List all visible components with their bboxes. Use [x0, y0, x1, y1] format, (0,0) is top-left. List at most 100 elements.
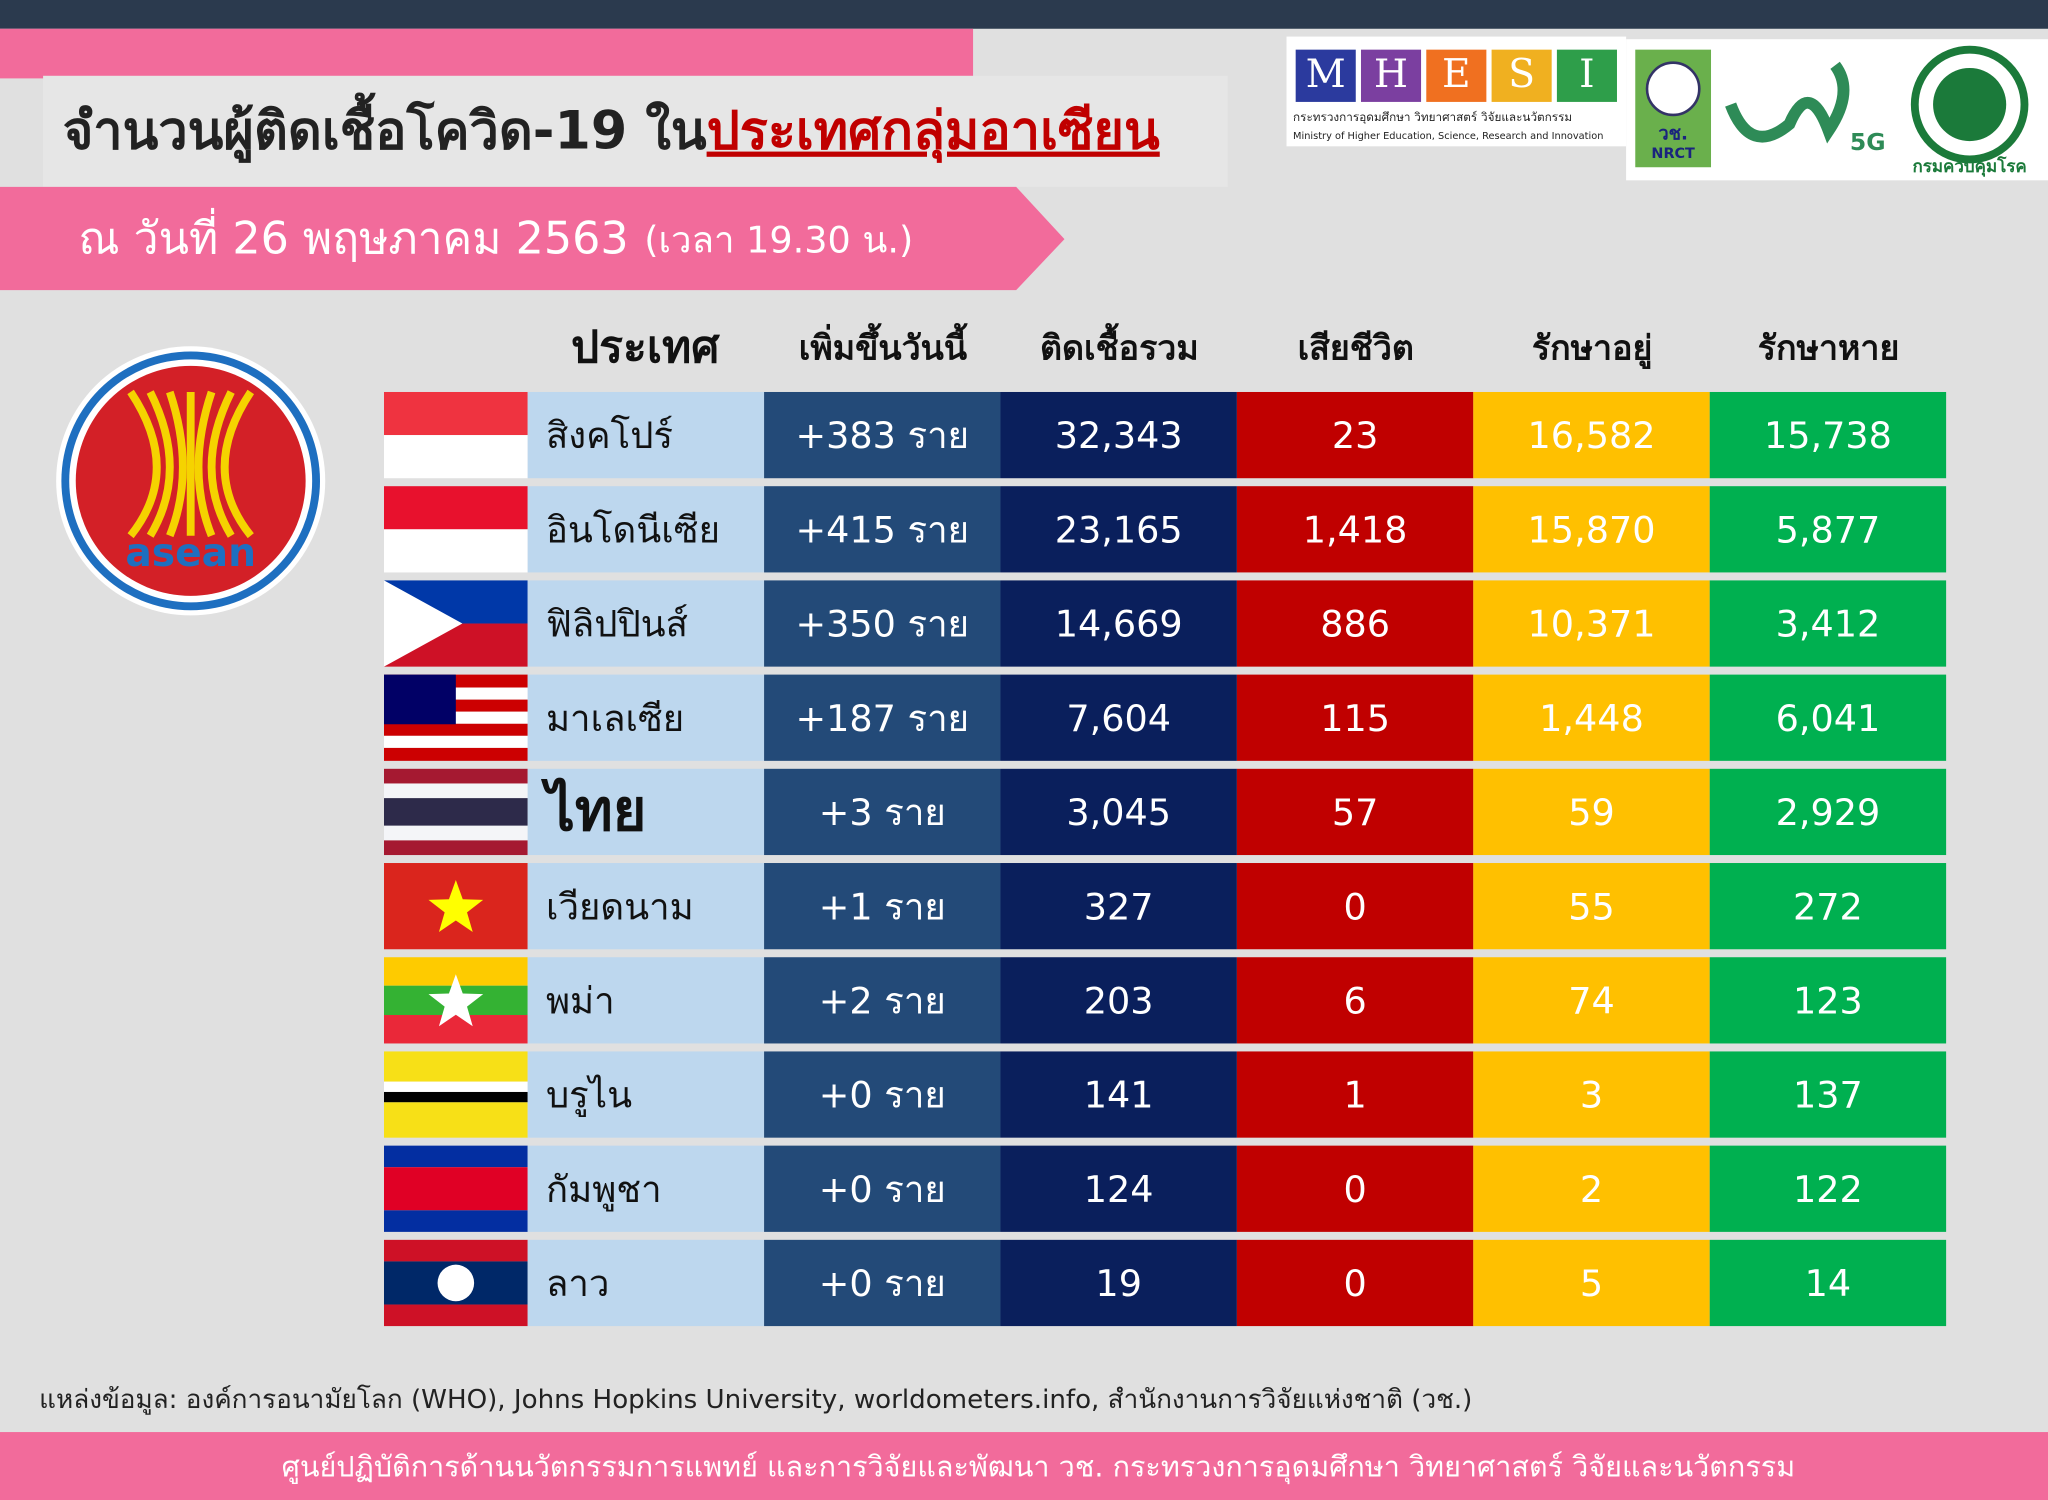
- mhesi-letter: E: [1442, 52, 1471, 97]
- cell: [1000, 580, 1237, 667]
- cell: [764, 391, 1001, 479]
- cell: [1709, 863, 1947, 950]
- cell-value: 3: [1580, 1074, 1603, 1117]
- cell: [1236, 674, 1474, 761]
- column-header: เพิ่มขึ้นวันนี้: [799, 323, 968, 369]
- footer-band: [0, 1432, 2048, 1500]
- cell: [1000, 391, 1237, 479]
- cell-value: 1: [1343, 1074, 1366, 1117]
- flag-stripe: [384, 783, 528, 799]
- cell: [1709, 768, 1947, 856]
- cell-value: 32,343: [1055, 414, 1183, 457]
- cell: [527, 674, 765, 761]
- cell-value: +0 ราย: [819, 1074, 946, 1117]
- mhesi-tile: [1491, 49, 1552, 102]
- cell-value: 115: [1320, 697, 1390, 740]
- flag-stripe: [384, 1015, 528, 1044]
- cell-value: 5: [1580, 1262, 1603, 1305]
- flag-stripe: [384, 723, 528, 736]
- cell: [764, 674, 1001, 761]
- table: ประเทศ เพิ่มขึ้นวันนี้ ติดเชื้อรวม เสียชีวิ…: [384, 322, 1947, 1327]
- cell-value: 1,418: [1303, 508, 1408, 551]
- ddc-emblem-inner: [1933, 67, 2007, 142]
- cell: [1000, 1145, 1237, 1232]
- cell: [527, 768, 765, 856]
- cell-value: +350 ราย: [795, 603, 969, 646]
- cell-value: 203: [1084, 979, 1154, 1022]
- cell: [1236, 391, 1474, 479]
- cell-value: 0: [1343, 885, 1366, 928]
- mhesi-en: Ministry of Higher Education, Science, R…: [1293, 131, 1603, 142]
- column-header: เสียชีวิต: [1298, 329, 1414, 369]
- cell-value: 137: [1793, 1074, 1863, 1117]
- cell: [764, 957, 1001, 1044]
- flag-stripe: [384, 1102, 528, 1138]
- cell: [527, 1145, 765, 1232]
- country-name: พม่า: [546, 979, 615, 1022]
- mhesi-letter: M: [1306, 52, 1346, 97]
- cell: [527, 863, 765, 950]
- cell: [1473, 1051, 1710, 1138]
- cell-value: +383 ราย: [795, 414, 969, 457]
- cell-value: +3 ราย: [819, 791, 946, 834]
- column-header: รักษาอยู่: [1532, 329, 1653, 370]
- mhesi-tile: [1295, 49, 1356, 102]
- cell-value: 3,412: [1776, 603, 1881, 646]
- flag-stripe: [384, 735, 528, 748]
- cell-value: 14: [1805, 1262, 1852, 1305]
- cell: [1709, 1051, 1947, 1138]
- cell: [527, 1239, 765, 1327]
- cell: [527, 486, 765, 573]
- cell: [527, 580, 765, 667]
- flag-stripe: [384, 391, 528, 436]
- cell-value: 15,870: [1528, 508, 1656, 551]
- nrct-th: วช.: [1658, 124, 1688, 145]
- cell-value: 7,604: [1066, 697, 1171, 740]
- mhesi-letter: S: [1508, 52, 1535, 97]
- cell: [1000, 1051, 1237, 1138]
- mhesi-letter: I: [1579, 52, 1594, 97]
- cell: [1709, 957, 1947, 1044]
- cell: [1473, 486, 1710, 573]
- column-header: ติดเชื้อรวม: [1040, 323, 1199, 369]
- subtitle: ณ วันที่ 26 พฤษภาคม 2563 (เวลา 19.30 น.): [78, 208, 913, 265]
- asean-stalks: [127, 389, 255, 539]
- column-header: รักษาหาย: [1758, 329, 1900, 369]
- cell: [1473, 674, 1710, 761]
- cell: [1000, 957, 1237, 1044]
- top-bar: [0, 0, 2048, 29]
- flag-star: [428, 880, 484, 933]
- flag-canton: [384, 674, 456, 725]
- cell-value: 886: [1320, 603, 1390, 646]
- cell: [1473, 1145, 1710, 1232]
- flag-triangle: [384, 580, 463, 667]
- cell: [527, 1051, 765, 1138]
- cell-value: 6,041: [1776, 697, 1881, 740]
- cell-value: 124: [1084, 1168, 1154, 1211]
- flag-stripe: [384, 486, 528, 530]
- cell: [1473, 580, 1710, 667]
- cell-value: +187 ราย: [795, 697, 969, 740]
- title: จำนวนผู้ติดเชื้อโควิด-19 ในประเทศกลุ่มอา…: [63, 93, 1160, 164]
- mhesi-tile: [1426, 49, 1487, 102]
- country-name: กัมพูชา: [546, 1168, 662, 1212]
- cell-value: 0: [1343, 1262, 1366, 1305]
- cell: [1000, 1239, 1237, 1327]
- cell: [1473, 863, 1710, 950]
- cell: [1000, 863, 1237, 950]
- cell: [1709, 1145, 1947, 1232]
- asean-text: asean: [125, 531, 256, 576]
- cell: [1000, 768, 1237, 856]
- country-name: สิงคโปร์: [546, 414, 673, 457]
- cell: [1709, 674, 1947, 761]
- cell-value: 1,448: [1539, 697, 1644, 740]
- mhesi-tile: [1556, 49, 1617, 102]
- cell: [1236, 768, 1474, 856]
- flag-stripe: [384, 1081, 528, 1092]
- flag-stripe: [384, 747, 528, 761]
- country-name: อินโดนีเซีย: [546, 508, 720, 551]
- cell-value: 23,165: [1055, 508, 1183, 551]
- cell-value: 272: [1793, 885, 1863, 928]
